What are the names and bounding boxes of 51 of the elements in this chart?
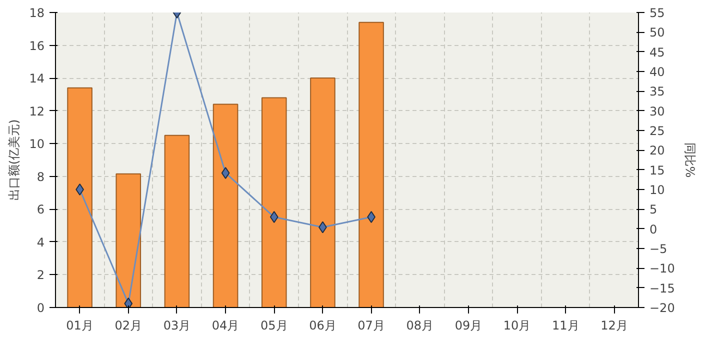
x-tick-label: 11月	[552, 318, 580, 332]
x-tick-label: 02月	[114, 318, 142, 332]
x-tick-label: 09月	[454, 318, 482, 332]
point	[124, 298, 133, 308]
bar	[116, 173, 142, 308]
y-tick-label: 16	[29, 38, 45, 53]
y-tick-label: 2	[36, 268, 45, 282]
x-tick-label: 08月	[406, 318, 434, 332]
y2-tick-label: −15	[650, 281, 675, 296]
x-tick-label: 03月	[163, 318, 191, 332]
bar	[261, 97, 287, 308]
point	[221, 166, 230, 179]
x-tick-label: 05月	[260, 318, 288, 332]
y-tick-label: 6	[36, 202, 45, 217]
bar	[212, 104, 238, 308]
y2-tick-label: 30	[650, 104, 665, 118]
bar	[164, 134, 190, 308]
x-tick-label: 01月	[66, 318, 94, 332]
bar	[358, 22, 384, 308]
y2-tick-label: −10	[650, 262, 675, 276]
y-tick-label: 14	[29, 72, 45, 86]
x-tick-label: 12月	[600, 318, 628, 332]
y2-tick-label: 50	[650, 26, 665, 40]
y2-tick-label: 0	[650, 222, 658, 236]
y-tick-label: 18	[29, 6, 45, 20]
y-tick-label: 12	[29, 104, 45, 118]
x-tick-label: 10月	[503, 318, 531, 332]
point	[76, 184, 84, 196]
x-tick-label: 07月	[358, 318, 385, 332]
bar	[67, 87, 92, 308]
y2-tick-label: 40	[650, 65, 665, 79]
y-tick-label: 10	[29, 137, 45, 152]
y2-tick-label: −5	[650, 242, 668, 256]
y-axis-title: 出口额(亿美元)	[7, 119, 22, 201]
y-tick-label: 0	[36, 301, 45, 315]
y2-tick-label: 15	[650, 163, 665, 178]
y2-tick-label: −20	[650, 301, 675, 315]
y2-axis-title: 同比%	[682, 142, 697, 178]
y2-tick-label: 25	[650, 124, 665, 138]
point	[270, 211, 278, 224]
y2-tick-label: 5	[650, 202, 658, 217]
y-tick-label: 8	[36, 170, 45, 184]
y2-tick-label: 20	[650, 144, 665, 158]
y-tick-label: 4	[36, 235, 45, 250]
y2-tick-label: 55	[650, 6, 665, 20]
y2-tick-label: 10	[650, 183, 665, 197]
y2-tick-label: 45	[650, 45, 665, 60]
bar	[310, 78, 336, 308]
x-tick-label: 04月	[212, 318, 240, 332]
y2-tick-label: 35	[650, 84, 665, 99]
x-tick-label: 06月	[309, 318, 336, 332]
